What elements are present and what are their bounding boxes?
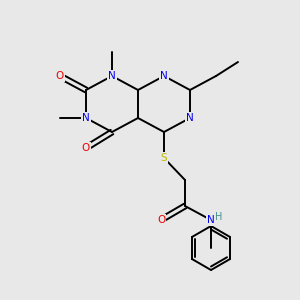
Text: N: N xyxy=(186,113,194,123)
Text: N: N xyxy=(160,71,168,81)
Text: N: N xyxy=(207,215,215,225)
Text: S: S xyxy=(161,153,167,163)
Text: O: O xyxy=(56,71,64,81)
Text: O: O xyxy=(157,215,165,225)
Text: O: O xyxy=(82,143,90,153)
Text: H: H xyxy=(215,212,223,222)
Text: N: N xyxy=(108,71,116,81)
Text: N: N xyxy=(82,113,90,123)
